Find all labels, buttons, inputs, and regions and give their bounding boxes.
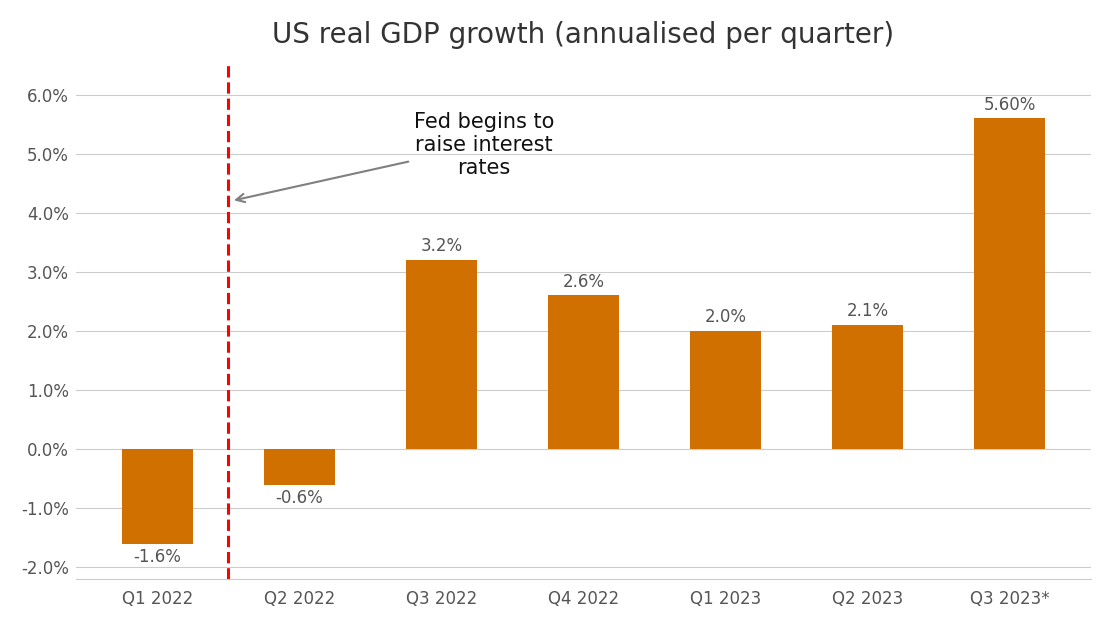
- Text: 3.2%: 3.2%: [420, 237, 463, 255]
- Bar: [974, 118, 1045, 449]
- Bar: [406, 260, 477, 449]
- Bar: [264, 449, 335, 484]
- Text: 5.60%: 5.60%: [983, 96, 1035, 113]
- Text: -0.6%: -0.6%: [276, 489, 324, 507]
- Text: -1.6%: -1.6%: [133, 548, 181, 566]
- Text: 2.0%: 2.0%: [704, 308, 746, 326]
- Bar: [832, 325, 903, 449]
- Text: 2.6%: 2.6%: [563, 273, 605, 291]
- Title: US real GDP growth (annualised per quarter): US real GDP growth (annualised per quart…: [272, 21, 894, 49]
- Text: Fed begins to
raise interest
rates: Fed begins to raise interest rates: [236, 111, 554, 202]
- Text: 2.1%: 2.1%: [846, 303, 888, 320]
- Bar: [689, 331, 761, 449]
- Bar: [548, 296, 619, 449]
- Bar: [122, 449, 192, 543]
